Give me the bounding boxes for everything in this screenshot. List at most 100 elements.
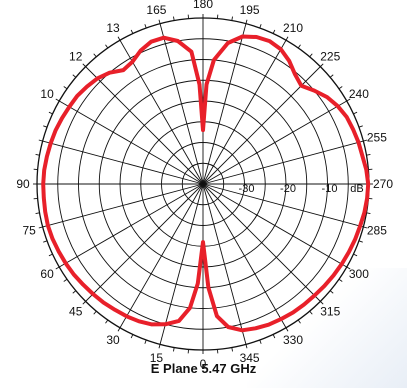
outer-tick	[43, 240, 48, 243]
outer-tick	[329, 290, 334, 294]
outer-tick	[272, 334, 276, 339]
outer-tick	[272, 29, 276, 34]
outer-tick	[38, 139, 43, 142]
outer-tick	[72, 290, 77, 294]
outer-tick	[158, 19, 161, 24]
outer-tick	[82, 301, 86, 305]
grid-spoke	[59, 183, 204, 268]
outer-tick	[130, 29, 134, 34]
outer-tick	[35, 154, 40, 156]
outer-tick	[338, 86, 343, 90]
polar-grid	[33, 14, 373, 354]
ring-labels: -30 -20 -10 dB	[239, 183, 364, 195]
outer-tick	[353, 253, 358, 257]
angle-tick-label: 300	[349, 267, 369, 281]
angle-tick-label: 13	[106, 21, 120, 35]
outer-tick	[353, 111, 358, 115]
angle-tick-label: 10	[40, 87, 54, 101]
outer-tick	[63, 278, 68, 282]
grid-spoke	[85, 183, 204, 302]
angle-tick-label: 12	[69, 50, 83, 64]
outer-tick	[338, 278, 343, 282]
outer-tick	[285, 36, 289, 41]
grid-spoke	[202, 100, 347, 185]
grid-spoke	[42, 183, 204, 228]
outer-tick	[48, 253, 53, 257]
angle-tick-label: 30	[106, 333, 120, 347]
outer-tick	[363, 226, 368, 229]
angle-tick-label: 330	[283, 333, 303, 347]
radial-tick-label: -30	[239, 183, 255, 195]
outer-tick	[285, 327, 289, 332]
grid-spoke	[202, 183, 247, 345]
grid-spoke	[202, 140, 364, 185]
outer-tick	[309, 310, 313, 315]
outer-tick	[130, 334, 134, 339]
grid-spoke	[119, 40, 204, 185]
outer-tick	[82, 63, 86, 67]
background-shade	[247, 268, 407, 388]
outer-tick	[43, 125, 48, 128]
angle-tick-label: 255	[367, 130, 387, 144]
angle-tick-label: 270	[373, 177, 393, 191]
series-layer	[41, 34, 371, 333]
outer-tick	[105, 44, 109, 49]
grid-spoke	[202, 183, 364, 228]
outer-tick	[329, 74, 334, 78]
angle-tick-label: 60	[40, 267, 54, 281]
angle-tick-label: 345	[240, 351, 260, 365]
angle-tick-label: 195	[240, 3, 260, 17]
outer-tick	[38, 226, 43, 229]
outer-tick	[173, 16, 175, 21]
outer-tick	[63, 86, 68, 90]
outer-tick	[297, 319, 301, 324]
outer-tick	[144, 339, 147, 344]
outer-tick	[55, 266, 60, 270]
angle-tick-label: 15	[150, 351, 164, 365]
outer-tick	[245, 344, 248, 349]
grid-spoke	[119, 183, 204, 328]
outer-tick	[259, 24, 262, 29]
outer-tick	[346, 266, 351, 270]
outer-tick	[309, 53, 313, 58]
outer-tick	[363, 139, 368, 142]
chart-title: E Plane 5.47 GHz	[150, 361, 257, 376]
angle-tick-label: 210	[283, 21, 303, 35]
angle-tick-label: 0	[200, 357, 207, 371]
outer-tick	[55, 98, 60, 102]
grid-spoke	[59, 100, 204, 185]
angle-labels: 0 345 330 315 300 285 270 255 240 225 210 195 180 165…	[16, 0, 393, 371]
outer-tick	[366, 212, 371, 214]
grid-spoke	[202, 183, 287, 328]
outer-tick	[297, 44, 301, 49]
grid-spoke	[202, 23, 247, 185]
grid-spoke	[42, 140, 204, 185]
angle-tick-label: 165	[146, 3, 166, 17]
angle-tick-label: 90	[16, 177, 30, 191]
outer-tick	[231, 16, 233, 21]
outer-tick	[93, 310, 97, 315]
radial-tick-label: -20	[280, 183, 296, 195]
outer-tick	[320, 63, 324, 67]
outer-tick	[259, 339, 262, 344]
grid-spoke	[202, 183, 321, 302]
outer-tick	[358, 125, 363, 128]
grid-spoke	[202, 183, 347, 268]
outer-tick	[358, 240, 363, 243]
outer-tick	[144, 24, 147, 29]
outer-tick	[320, 301, 324, 305]
outer-tick	[72, 74, 77, 78]
outer-tick	[346, 98, 351, 102]
grid-spoke	[85, 66, 204, 185]
outer-tick	[366, 154, 371, 156]
grid-spoke	[159, 183, 204, 345]
angle-tick-label: 240	[349, 87, 369, 101]
angle-tick-label: 180	[193, 0, 213, 11]
grid-spoke	[202, 40, 287, 185]
angle-tick-label: 75	[22, 224, 36, 238]
grid-spoke	[159, 23, 204, 185]
outer-tick	[158, 344, 161, 349]
outer-tick	[117, 36, 121, 41]
